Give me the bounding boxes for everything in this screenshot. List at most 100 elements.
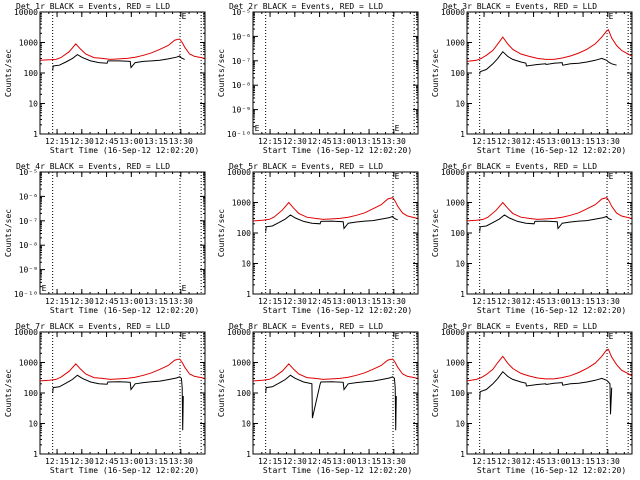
panel-5: Det 5r BLACK = Events, RED = LLD 1 10 100 10…	[217, 162, 419, 315]
lld-series-line	[253, 358, 418, 382]
x-axis-label: Start Time (16-Sep-12 12:02:20)	[263, 146, 412, 155]
y-tick-label: 10	[455, 260, 465, 269]
x-tick-label: 13:00	[546, 137, 570, 146]
y-axis-label: Counts/sec	[217, 49, 226, 97]
x-tick-label: 12:30	[283, 457, 307, 466]
x-tick-label: 12:45	[308, 457, 332, 466]
x-tick-label: 12:30	[283, 297, 307, 306]
y-tick-label: 1000	[446, 39, 465, 48]
panel-title: Det 8r BLACK = Events, RED = LLD	[229, 322, 383, 331]
event-marker-label: E	[609, 12, 614, 21]
x-axis-label: Start Time (16-Sep-12 12:02:20)	[50, 146, 199, 155]
events-series-line	[479, 214, 612, 232]
y-tick-label: 100	[451, 229, 466, 238]
x-tick-label: 12:45	[522, 457, 546, 466]
panel-title: Det 3r BLACK = Events, RED = LLD	[443, 2, 597, 11]
x-tick-label: 12:30	[70, 137, 94, 146]
x-tick-label: 12:45	[308, 137, 332, 146]
x-axis-label: Start Time (16-Sep-12 12:02:20)	[477, 306, 626, 315]
x-axis-label: Start Time (16-Sep-12 12:02:20)	[477, 466, 626, 475]
events-series-line	[52, 53, 185, 71]
y-tick-label: 100	[237, 389, 252, 398]
y-axis-label: Counts/sec	[4, 369, 13, 417]
panel-title: Det 7r BLACK = Events, RED = LLD	[16, 322, 170, 331]
x-axis-label: Start Time (16-Sep-12 12:02:20)	[50, 466, 199, 475]
y-axis-label: Counts/sec	[4, 49, 13, 97]
x-tick-label: 12:15	[45, 297, 69, 306]
y-tick-label: 10⁻⁸	[19, 241, 38, 250]
x-tick-label: 13:15	[571, 137, 595, 146]
event-marker-label: E	[255, 124, 260, 133]
x-axis-label: Start Time (16-Sep-12 12:02:20)	[50, 306, 199, 315]
lld-series-line	[467, 197, 632, 222]
x-tick-label: 13:15	[357, 297, 381, 306]
x-tick-label: 13:00	[546, 297, 570, 306]
y-tick-label: 10⁻⁶	[232, 32, 251, 41]
x-tick-label: 13:00	[546, 457, 570, 466]
x-tick-label: 13:30	[169, 297, 193, 306]
panel-title: Det 2r BLACK = Events, RED = LLD	[229, 2, 383, 11]
lld-series-line	[467, 348, 632, 382]
y-tick-label: 10000	[441, 8, 465, 17]
y-tick-label: 10⁻⁹	[19, 266, 38, 275]
y-tick-label: 1	[246, 290, 251, 299]
y-tick-label: 10⁻¹⁰	[14, 290, 38, 299]
events-series-line	[479, 50, 617, 75]
panel-6: Det 6r BLACK = Events, RED = LLD 1 10 100 10…	[431, 162, 633, 315]
x-tick-label: 13:00	[119, 457, 143, 466]
y-tick-label: 1	[33, 450, 38, 459]
x-axis-label: Start Time (16-Sep-12 12:02:20)	[477, 146, 626, 155]
x-tick-label: 13:30	[596, 297, 620, 306]
panel-9: Det 9r BLACK = Events, RED = LLD 1 10 100 10…	[431, 322, 633, 475]
panel-3: Det 3r BLACK = Events, RED = LLD 1 10 100 10…	[431, 2, 633, 155]
y-tick-label: 1	[460, 130, 465, 139]
event-marker-label: E	[395, 124, 400, 133]
y-tick-label: 10⁻⁶	[19, 192, 38, 201]
y-tick-label: 10⁻⁵	[232, 8, 251, 17]
panel-title: Det 4r BLACK = Events, RED = LLD	[16, 162, 170, 171]
panel-7: Det 7r BLACK = Events, RED = LLD 1 10 100 10…	[4, 322, 206, 475]
x-tick-label: 13:15	[571, 457, 595, 466]
y-axis-label: Counts/sec	[431, 369, 440, 417]
x-tick-label: 13:00	[119, 137, 143, 146]
y-tick-label: 10⁻⁷	[232, 57, 251, 66]
lld-series-line	[40, 38, 205, 61]
y-tick-label: 100	[237, 229, 252, 238]
x-tick-label: 12:15	[472, 297, 496, 306]
x-tick-label: 12:15	[45, 137, 69, 146]
y-tick-label: 1000	[232, 359, 251, 368]
y-tick-label: 100	[451, 389, 466, 398]
y-tick-label: 10⁻⁷	[19, 217, 38, 226]
y-tick-label: 1000	[446, 199, 465, 208]
y-tick-label: 10	[28, 420, 38, 429]
x-tick-label: 12:15	[258, 297, 282, 306]
event-marker-label: E	[182, 12, 187, 21]
x-tick-label: 13:30	[382, 297, 406, 306]
y-tick-label: 1	[460, 450, 465, 459]
panel-title: Det 1r BLACK = Events, RED = LLD	[16, 2, 170, 11]
panel-8: Det 8r BLACK = Events, RED = LLD 1 10 100 10…	[217, 322, 419, 475]
event-marker-label: E	[609, 332, 614, 341]
y-tick-label: 10000	[14, 8, 38, 17]
y-axis-label: Counts/sec	[217, 209, 226, 257]
panel-1: Det 1r BLACK = Events, RED = LLD 1 10 100 10…	[4, 2, 206, 155]
y-tick-label: 1	[460, 290, 465, 299]
y-axis-label: Counts/sec	[431, 49, 440, 97]
y-tick-label: 10000	[14, 328, 38, 337]
x-tick-label: 13:30	[382, 457, 406, 466]
y-tick-label: 10⁻¹⁰	[227, 130, 251, 139]
y-tick-label: 1000	[19, 39, 38, 48]
lld-series-line	[467, 29, 632, 62]
x-tick-label: 13:30	[169, 457, 193, 466]
events-series-line	[265, 374, 397, 431]
y-tick-label: 1000	[232, 199, 251, 208]
y-tick-label: 10	[28, 100, 38, 109]
y-tick-label: 10	[241, 260, 251, 269]
x-tick-label: 13:30	[169, 137, 193, 146]
plot-frame	[252, 11, 419, 135]
x-tick-label: 13:15	[357, 137, 381, 146]
lld-series-line	[40, 358, 205, 382]
plot-frame	[39, 171, 206, 295]
y-tick-label: 1	[33, 130, 38, 139]
x-tick-label: 13:00	[332, 137, 356, 146]
